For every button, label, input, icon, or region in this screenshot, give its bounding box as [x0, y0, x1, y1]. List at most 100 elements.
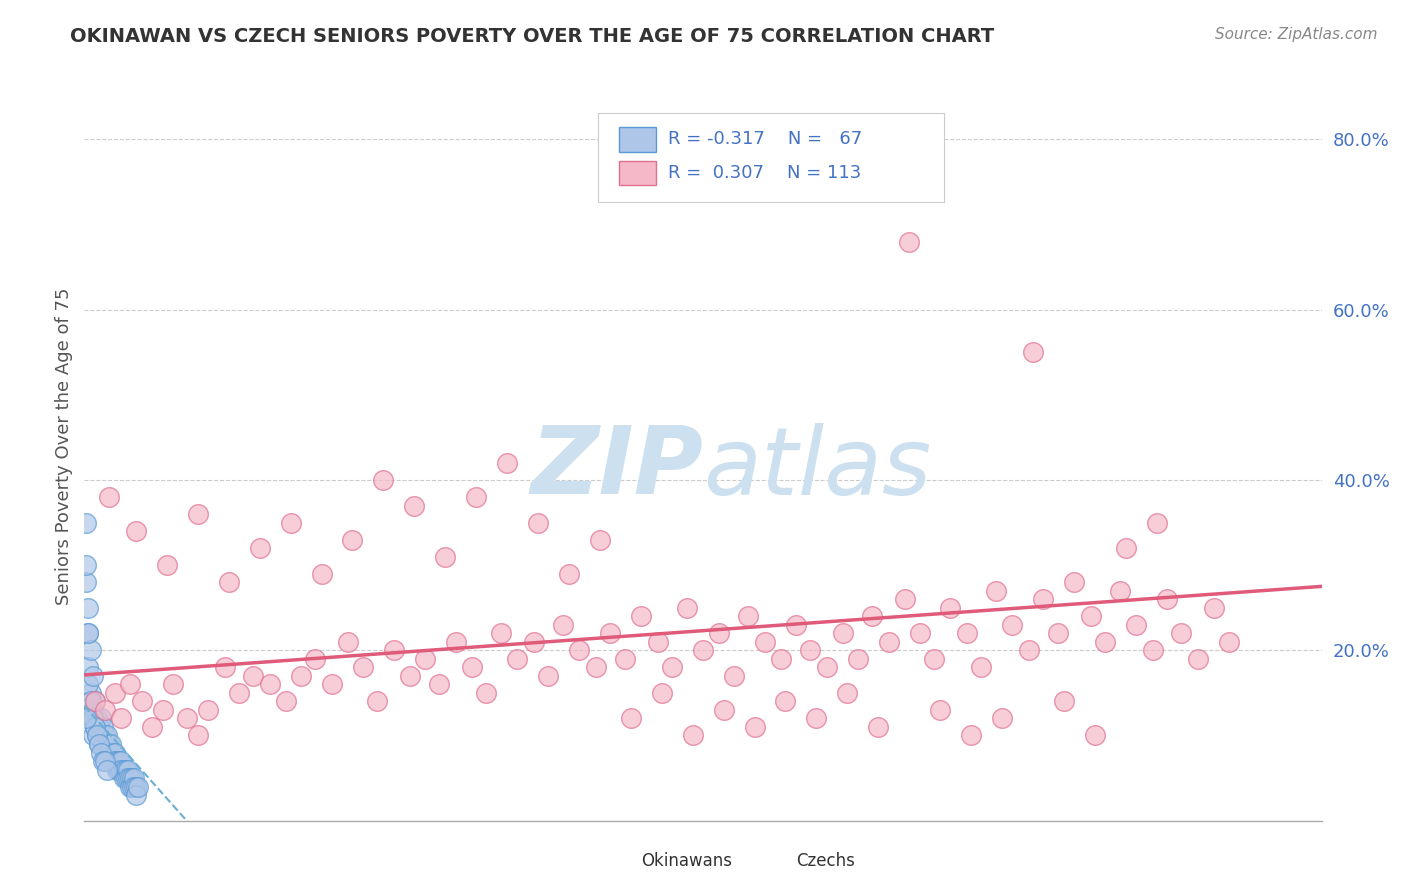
Bar	[619, 161, 657, 186]
Text: Source: ZipAtlas.com: Source: ZipAtlas.com	[1215, 27, 1378, 42]
Point	[970, 660, 993, 674]
Point	[675, 600, 697, 615]
Point	[100, 754, 122, 768]
Point	[98, 746, 121, 760]
Point	[280, 516, 302, 530]
Point	[427, 677, 450, 691]
Point	[187, 729, 209, 743]
Point	[98, 737, 121, 751]
Point	[434, 549, 457, 564]
Point	[162, 677, 184, 691]
Point	[682, 729, 704, 743]
Point	[898, 235, 921, 249]
Point	[122, 771, 145, 785]
Point	[90, 711, 112, 725]
Point	[506, 652, 529, 666]
Point	[125, 780, 148, 794]
Point	[86, 729, 108, 743]
Point	[91, 737, 114, 751]
Point	[651, 686, 673, 700]
Point	[1084, 729, 1107, 743]
Point	[1187, 652, 1209, 666]
Point	[83, 694, 105, 708]
Point	[551, 617, 574, 632]
Point	[118, 780, 141, 794]
Point	[337, 635, 360, 649]
Point	[1053, 694, 1076, 708]
Point	[259, 677, 281, 691]
Point	[770, 652, 793, 666]
Point	[894, 592, 917, 607]
Point	[82, 711, 104, 725]
Point	[110, 754, 132, 768]
Point	[94, 754, 117, 768]
Point	[939, 600, 962, 615]
Point	[1204, 600, 1226, 615]
Point	[117, 771, 139, 785]
Point	[79, 711, 101, 725]
Point	[125, 788, 148, 802]
Point	[228, 686, 250, 700]
Point	[815, 660, 838, 674]
Point	[103, 746, 125, 760]
Point	[1032, 592, 1054, 607]
Point	[775, 694, 797, 708]
Text: R =  0.307    N = 113: R = 0.307 N = 113	[668, 163, 862, 181]
Point	[1063, 575, 1085, 590]
Point	[176, 711, 198, 725]
Point	[785, 617, 807, 632]
Point	[527, 516, 550, 530]
Point	[108, 763, 131, 777]
Point	[112, 771, 135, 785]
Point	[1170, 626, 1192, 640]
Text: Czechs: Czechs	[796, 852, 855, 870]
Point	[1018, 643, 1040, 657]
Point	[77, 660, 100, 674]
Point	[832, 626, 855, 640]
Point	[382, 643, 405, 657]
Point	[613, 652, 636, 666]
Point	[1001, 617, 1024, 632]
Point	[114, 763, 136, 777]
Point	[321, 677, 343, 691]
Point	[1156, 592, 1178, 607]
Point	[117, 763, 139, 777]
FancyBboxPatch shape	[598, 112, 945, 202]
Point	[744, 720, 766, 734]
Point	[922, 652, 945, 666]
Point	[118, 771, 141, 785]
Point	[197, 703, 219, 717]
Point	[496, 456, 519, 470]
Point	[991, 711, 1014, 725]
Point	[87, 720, 110, 734]
Point	[984, 583, 1007, 598]
Point	[1218, 635, 1240, 649]
Point	[413, 652, 436, 666]
Point	[713, 703, 735, 717]
Point	[152, 703, 174, 717]
Point	[523, 635, 546, 649]
Point	[342, 533, 364, 547]
Point	[218, 575, 240, 590]
Point	[537, 669, 560, 683]
Point	[82, 729, 104, 743]
Point	[868, 720, 890, 734]
Text: OKINAWAN VS CZECH SENIORS POVERTY OVER THE AGE OF 75 CORRELATION CHART: OKINAWAN VS CZECH SENIORS POVERTY OVER T…	[70, 27, 994, 45]
Point	[77, 600, 100, 615]
Point	[121, 771, 143, 785]
Point	[94, 729, 117, 743]
Point	[558, 566, 581, 581]
Point	[83, 720, 105, 734]
Point	[127, 780, 149, 794]
Point	[214, 660, 236, 674]
Point	[110, 711, 132, 725]
Point	[121, 780, 143, 794]
Point	[568, 643, 591, 657]
Point	[837, 686, 859, 700]
Point	[311, 566, 333, 581]
Point	[799, 643, 821, 657]
Point	[90, 746, 112, 760]
Point	[475, 686, 498, 700]
Point	[589, 533, 612, 547]
Text: atlas: atlas	[703, 423, 931, 514]
